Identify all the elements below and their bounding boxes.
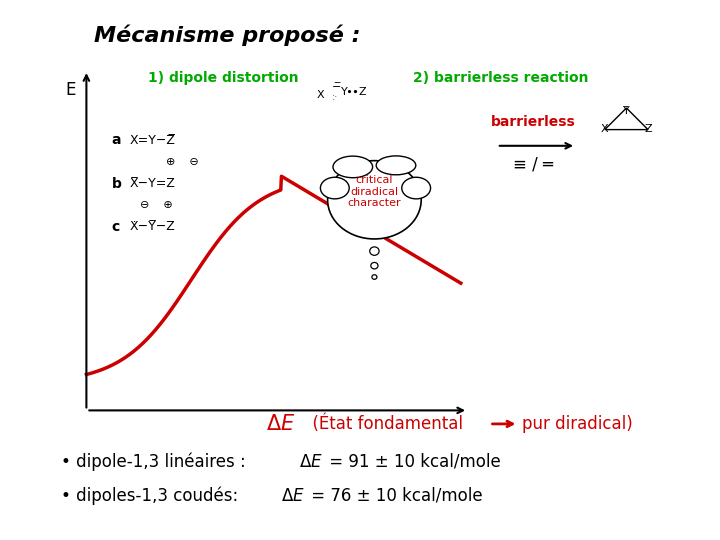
Text: b: b — [112, 177, 122, 191]
Text: barrierless: barrierless — [490, 114, 575, 129]
Text: 1) dipole distortion: 1) dipole distortion — [148, 71, 299, 85]
Text: ∙∙Z: ∙∙Z — [346, 87, 367, 97]
Text: $\Delta E$: $\Delta E$ — [299, 453, 323, 471]
Text: ⊕    ⊖: ⊕ ⊖ — [166, 157, 198, 167]
Text: • dipoles-1,3 coudés:: • dipoles-1,3 coudés: — [61, 487, 238, 505]
Text: = 91 ± 10 kcal/mole: = 91 ± 10 kcal/mole — [324, 453, 500, 471]
Text: Y: Y — [341, 87, 348, 97]
Text: c: c — [112, 220, 120, 234]
Ellipse shape — [320, 177, 349, 199]
Text: Mécanisme proposé :: Mécanisme proposé : — [94, 24, 360, 46]
Ellipse shape — [370, 247, 379, 255]
Text: X: X — [317, 90, 324, 99]
Ellipse shape — [333, 156, 373, 178]
Text: −̅: −̅ — [332, 83, 342, 92]
Text: E: E — [66, 81, 76, 99]
Text: critical
diradical
character: critical diradical character — [348, 175, 401, 208]
Ellipse shape — [328, 161, 421, 239]
Ellipse shape — [371, 262, 378, 269]
Ellipse shape — [402, 177, 431, 199]
Text: $\Delta E$: $\Delta E$ — [266, 414, 296, 434]
Text: X̅−Y=Z: X̅−Y=Z — [130, 177, 176, 190]
Text: Z: Z — [644, 124, 652, 133]
Text: $\Delta E$: $\Delta E$ — [281, 487, 305, 505]
Text: 2) barrierless reaction: 2) barrierless reaction — [413, 71, 588, 85]
Text: = 76 ± 10 kcal/mole: = 76 ± 10 kcal/mole — [306, 487, 482, 505]
Text: X=Y−Z̅: X=Y−Z̅ — [130, 134, 176, 147]
Ellipse shape — [377, 156, 416, 175]
Text: (État fondamental: (État fondamental — [302, 415, 464, 433]
Text: ≡ / ═: ≡ / ═ — [513, 156, 553, 174]
Text: a: a — [112, 133, 121, 147]
Text: • dipole-1,3 linéaires :: • dipole-1,3 linéaires : — [61, 453, 246, 471]
Text: :·: :· — [332, 92, 338, 102]
Text: Ẋ−Y̅−Ż: Ẋ−Y̅−Ż — [130, 220, 176, 233]
Text: Y̅: Y̅ — [623, 106, 630, 116]
Text: X: X — [601, 124, 608, 133]
Text: ⊖    ⊕: ⊖ ⊕ — [140, 200, 173, 210]
Ellipse shape — [372, 275, 377, 279]
Text: pur diradical): pur diradical) — [522, 415, 633, 433]
